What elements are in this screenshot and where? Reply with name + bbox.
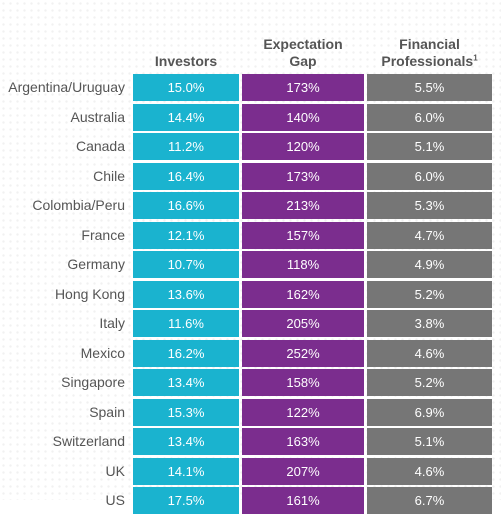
header-investors: Investors xyxy=(133,30,239,70)
cell-investors: 16.4% xyxy=(133,162,239,190)
cell-expectation-gap: 161% xyxy=(242,487,364,514)
header-expectation-gap-label: Expectation Gap xyxy=(263,36,342,70)
row-label: Mexico xyxy=(80,344,125,361)
cell-investors: 16.2% xyxy=(133,339,239,367)
table-row: France 12.1% 157% 4.7% xyxy=(0,221,501,249)
table-row: Germany 10.7% 118% 4.9% xyxy=(0,251,501,278)
row-label: Chile xyxy=(93,167,125,184)
row-label: UK xyxy=(105,462,125,479)
cell-financial-professionals: 6.0% xyxy=(367,103,492,131)
table-row: Colombia/Peru 16.6% 213% 5.3% xyxy=(0,192,501,219)
cell-investors: 14.1% xyxy=(133,457,239,485)
cell-expectation-gap: 140% xyxy=(242,103,364,131)
cell-expectation-gap: 163% xyxy=(242,428,364,455)
header-expectation-gap: Expectation Gap xyxy=(242,30,364,70)
cell-expectation-gap: 205% xyxy=(242,310,364,337)
cell-expectation-gap: 207% xyxy=(242,457,364,485)
row-label: Singapore xyxy=(61,374,125,390)
header-financial-professionals-line1: Financial xyxy=(399,36,460,52)
table-row: Argentina/Uruguay 15.0% 173% 5.5% xyxy=(0,74,501,101)
cell-financial-professionals: 4.6% xyxy=(367,457,492,485)
cell-financial-professionals: 5.5% xyxy=(367,74,492,101)
cell-investors: 15.0% xyxy=(133,74,239,101)
cell-financial-professionals: 5.3% xyxy=(367,192,492,219)
row-label: Canada xyxy=(75,138,125,154)
row-label: Germany xyxy=(67,256,125,272)
cell-financial-professionals: 4.9% xyxy=(367,251,492,278)
cell-investors: 15.3% xyxy=(133,398,239,426)
cell-financial-professionals: 4.6% xyxy=(367,339,492,367)
table-row: Chile 16.4% 173% 6.0% xyxy=(0,162,501,190)
cell-financial-professionals: 6.9% xyxy=(367,398,492,426)
cell-expectation-gap: 252% xyxy=(242,339,364,367)
footnote-marker: 1 xyxy=(473,53,478,63)
table-row: Singapore 13.4% 158% 5.2% xyxy=(0,369,501,396)
row-label: Argentina/Uruguay xyxy=(8,79,125,95)
cell-expectation-gap: 173% xyxy=(242,162,364,190)
cell-financial-professionals: 5.1% xyxy=(367,133,492,160)
cell-investors: 14.4% xyxy=(133,103,239,131)
table-row: Australia 14.4% 140% 6.0% xyxy=(0,103,501,131)
cell-financial-professionals: 6.0% xyxy=(367,162,492,190)
header-investors-label: Investors xyxy=(154,53,218,69)
table-row: Mexico 16.2% 252% 4.6% xyxy=(0,339,501,367)
cell-investors: 13.4% xyxy=(133,428,239,455)
cell-expectation-gap: 118% xyxy=(242,251,364,278)
cell-investors: 12.1% xyxy=(133,221,239,249)
cell-financial-professionals: 4.7% xyxy=(367,221,492,249)
header-financial-professionals: Financial Professionals1 xyxy=(367,30,492,70)
row-label: Hong Kong xyxy=(54,285,125,302)
header-expectation-gap-line1: Expectation xyxy=(263,36,343,52)
cell-financial-professionals: 5.1% xyxy=(367,428,492,455)
cell-financial-professionals: 6.7% xyxy=(367,487,492,514)
table-row: Italy 11.6% 205% 3.8% xyxy=(0,310,501,337)
cell-expectation-gap: 120% xyxy=(242,133,364,160)
table-row: Hong Kong 13.6% 162% 5.2% xyxy=(0,280,501,308)
table-row: Canada 11.2% 120% 5.1% xyxy=(0,133,501,160)
row-label: US xyxy=(105,492,125,508)
cell-financial-professionals: 5.2% xyxy=(367,280,492,308)
table-row: UK 14.1% 207% 4.6% xyxy=(0,457,501,485)
header-financial-professionals-label: Financial Professionals1 xyxy=(381,36,477,70)
header-financial-professionals-line2: Professionals xyxy=(381,53,474,69)
cell-expectation-gap: 157% xyxy=(242,221,364,249)
cell-expectation-gap: 162% xyxy=(242,280,364,308)
cell-expectation-gap: 122% xyxy=(242,398,364,426)
row-label: France xyxy=(81,226,125,243)
cell-investors: 13.4% xyxy=(133,369,239,396)
row-label: Switzerland xyxy=(52,433,125,449)
row-label: Australia xyxy=(70,108,125,125)
table-row: US 17.5% 161% 6.7% xyxy=(0,487,501,514)
row-label: Colombia/Peru xyxy=(32,197,125,213)
data-table: Investors Expectation Gap Financial Prof… xyxy=(0,30,501,514)
cell-financial-professionals: 3.8% xyxy=(367,310,492,337)
cell-expectation-gap: 173% xyxy=(242,74,364,101)
table-row: Switzerland 13.4% 163% 5.1% xyxy=(0,428,501,455)
cell-investors: 10.7% xyxy=(133,251,239,278)
cell-investors: 17.5% xyxy=(133,487,239,514)
row-label: Spain xyxy=(89,403,125,420)
cell-expectation-gap: 158% xyxy=(242,369,364,396)
table-row: Spain 15.3% 122% 6.9% xyxy=(0,398,501,426)
cell-investors: 16.6% xyxy=(133,192,239,219)
cell-investors: 11.6% xyxy=(133,310,239,337)
header-expectation-gap-line2: Gap xyxy=(289,53,317,69)
cell-investors: 13.6% xyxy=(133,280,239,308)
cell-financial-professionals: 5.2% xyxy=(367,369,492,396)
cell-investors: 11.2% xyxy=(133,133,239,160)
cell-expectation-gap: 213% xyxy=(242,192,364,219)
row-label: Italy xyxy=(99,315,125,331)
